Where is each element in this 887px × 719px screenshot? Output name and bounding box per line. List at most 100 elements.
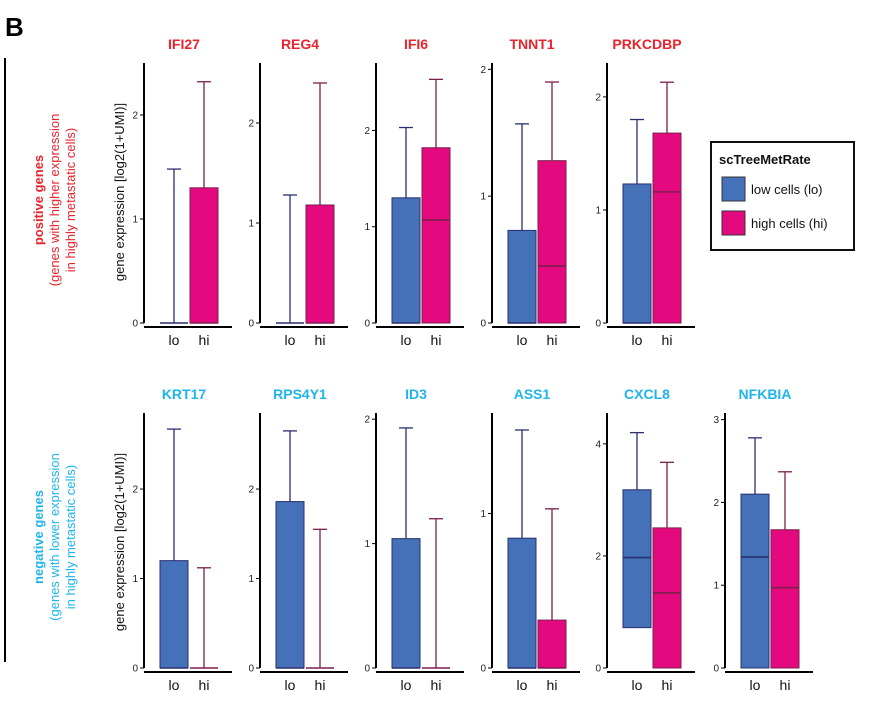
panel-krt17: KRT17 0 1 2 lo hi (132, 386, 232, 693)
y-tick-label: 0 (132, 319, 138, 330)
y-tick-label: 0 (480, 664, 486, 675)
positive-row-title: positive genes (31, 155, 46, 245)
negative-row-label: negative genes (genes with lower express… (31, 453, 78, 621)
legend-item-lo: low cells (lo) (751, 182, 823, 197)
y-tick-label: 2 (248, 119, 254, 130)
y-tick-label: 2 (248, 485, 254, 496)
box-lo (622, 489, 652, 629)
legend-item-hi: high cells (hi) (751, 216, 828, 231)
positive-row-subtitle-1: (genes with higher expression (47, 114, 62, 287)
legend-title: scTreeMetRate (719, 152, 811, 167)
category-label-hi: hi (199, 332, 210, 348)
y-tick-label: 3 (713, 415, 719, 426)
panel-prkcdbp: PRKCDBP 0 1 2 lo hi (595, 36, 695, 348)
y-tick-label: 0 (364, 319, 370, 330)
box-lo (622, 183, 652, 324)
y-tick-label: 0 (364, 664, 370, 675)
category-label-lo: lo (401, 332, 412, 348)
category-label-lo: lo (517, 332, 528, 348)
panel-letter: B (5, 12, 24, 42)
negative-row-subtitle-1: (genes with lower expression (47, 453, 62, 621)
y-tick-label: 4 (595, 439, 601, 450)
legend: scTreeMetRate low cells (lo) high cells … (710, 141, 855, 251)
box-hi (652, 132, 682, 324)
y-tick-label: 1 (248, 574, 254, 585)
box-hi (537, 619, 567, 669)
category-label-hi: hi (199, 677, 210, 693)
panel-ifi27: IFI27 0 1 2 lo hi (132, 36, 232, 348)
y-tick-label: 1 (132, 215, 138, 226)
gene-title: REG4 (281, 36, 319, 52)
box-hi (770, 529, 800, 669)
y-tick-label: 1 (480, 192, 486, 203)
panels: IFI27 0 1 2 lo hi REG4 0 1 2 lo hi IFI6 0 1 2 lo hi TNNT1 0… (132, 36, 813, 693)
legend-swatch-hi (721, 210, 746, 236)
y-tick-label: 1 (364, 222, 370, 233)
box-lo (740, 493, 770, 669)
y-tick-label: 2 (132, 111, 138, 122)
category-label-hi: hi (547, 332, 558, 348)
category-label-hi: hi (315, 332, 326, 348)
y-tick-label: 0 (595, 319, 601, 330)
negative-row-title: negative genes (31, 490, 46, 584)
y-tick-label: 0 (248, 319, 254, 330)
positive-row-label: positive genes (genes with higher expres… (31, 114, 78, 287)
y-tick-label: 0 (132, 664, 138, 675)
category-label-hi: hi (315, 677, 326, 693)
panel-ifi6: IFI6 0 1 2 lo hi (364, 36, 464, 348)
y-tick-label: 2 (132, 485, 138, 496)
y-tick-label: 1 (713, 581, 719, 592)
y-tick-label: 1 (595, 205, 601, 216)
gene-title: ASS1 (514, 386, 551, 402)
y-tick-label: 1 (132, 574, 138, 585)
y-tick-label: 0 (595, 664, 601, 675)
gene-title: NFKBIA (739, 386, 792, 402)
y-tick-label: 2 (595, 92, 601, 103)
panel-id3: ID3 0 1 2 lo hi (364, 386, 464, 693)
gene-title: RPS4Y1 (273, 386, 327, 402)
category-label-lo: lo (401, 677, 412, 693)
category-label-lo: lo (632, 332, 643, 348)
y-axis-label-top: gene expression [log2(1+UMI)] (112, 103, 127, 281)
y-tick-label: 2 (595, 551, 601, 562)
y-tick-label: 2 (480, 65, 486, 76)
category-label-hi: hi (780, 677, 791, 693)
box-lo (391, 538, 421, 669)
gene-title: TNNT1 (509, 36, 554, 52)
box-hi (421, 147, 451, 324)
category-label-hi: hi (547, 677, 558, 693)
gene-title: IFI27 (168, 36, 200, 52)
category-label-hi: hi (662, 332, 673, 348)
box-hi (537, 160, 567, 324)
box-lo (159, 560, 189, 669)
category-label-hi: hi (431, 677, 442, 693)
panel-reg4: REG4 0 1 2 lo hi (248, 36, 348, 348)
y-tick-label: 2 (364, 126, 370, 137)
category-label-lo: lo (285, 677, 296, 693)
box-lo (391, 197, 421, 324)
category-label-lo: lo (169, 332, 180, 348)
category-label-lo: lo (517, 677, 528, 693)
gene-title: CXCL8 (624, 386, 670, 402)
y-axis-label-bottom: gene expression [log2(1+UMI)] (112, 453, 127, 631)
panel-tnnt1: TNNT1 0 1 2 lo hi (480, 36, 580, 348)
gene-title: ID3 (405, 386, 427, 402)
y-tick-label: 1 (364, 539, 370, 550)
panel-nfkbia: NFKBIA 0 1 2 3 lo hi (713, 386, 813, 693)
y-tick-label: 0 (480, 319, 486, 330)
category-label-lo: lo (285, 332, 296, 348)
panel-ass1: ASS1 0 1 lo hi (480, 386, 580, 693)
box-lo (507, 537, 537, 669)
category-label-lo: lo (632, 677, 643, 693)
y-tick-label: 0 (713, 664, 719, 675)
gene-title: IFI6 (404, 36, 428, 52)
y-tick-label: 2 (364, 415, 370, 426)
box-lo (275, 501, 305, 669)
y-tick-label: 1 (480, 509, 486, 520)
box-hi (652, 527, 682, 669)
box-lo (507, 229, 537, 324)
panel-rps4y1: RPS4Y1 0 1 2 lo hi (248, 386, 348, 693)
box-hi (305, 204, 335, 324)
category-label-hi: hi (431, 332, 442, 348)
